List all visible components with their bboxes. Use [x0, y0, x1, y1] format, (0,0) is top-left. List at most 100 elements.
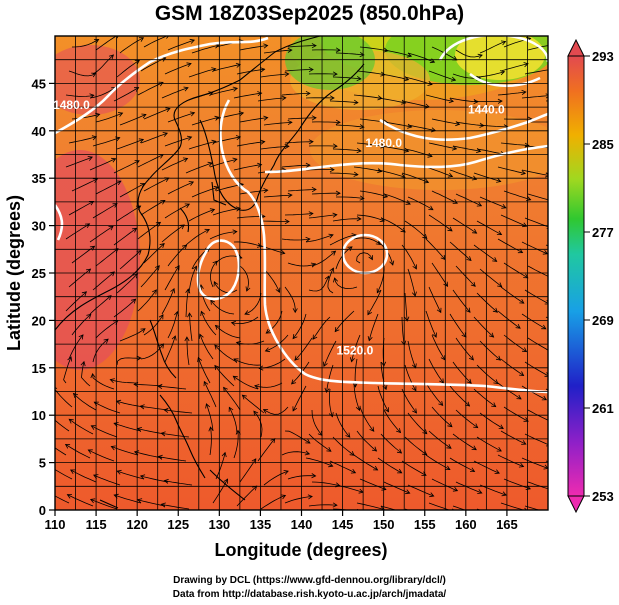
streamline-arrowhead — [335, 119, 341, 125]
streamline-arrowhead — [323, 361, 328, 367]
streamline-arrowhead — [495, 355, 502, 361]
streamline — [281, 164, 310, 168]
streamline-arrowhead — [260, 67, 266, 73]
temperature-field — [55, 36, 548, 510]
streamline-arrowhead — [332, 502, 338, 508]
streamline — [92, 203, 118, 219]
streamline — [311, 250, 336, 267]
streamline — [68, 268, 91, 288]
streamline-arrowhead — [308, 67, 314, 73]
streamline-arrowhead — [429, 492, 435, 498]
height-contours — [55, 36, 548, 394]
streamline — [92, 338, 109, 363]
streamline-arrowhead — [280, 494, 287, 500]
streamline — [209, 158, 237, 168]
streamline-arrowhead — [95, 112, 101, 118]
x-tick-label: 135 — [250, 517, 272, 532]
streamline-arrowhead — [263, 115, 269, 121]
streamline-arrowhead — [492, 257, 498, 262]
streamline — [377, 97, 406, 104]
streamline-arrowhead — [523, 417, 529, 422]
streamline — [119, 37, 144, 54]
streamline-arrowhead — [521, 89, 527, 96]
streamline — [308, 504, 337, 507]
streamline — [407, 196, 434, 211]
streamline — [452, 145, 481, 152]
streamline-arrowhead — [489, 332, 495, 338]
streamline — [527, 45, 548, 51]
streamline-arrowhead — [185, 288, 191, 294]
streamline — [65, 444, 91, 459]
streamline — [335, 412, 351, 438]
streamline-arrowhead — [312, 334, 318, 340]
streamline — [500, 502, 525, 510]
streamline — [521, 95, 548, 99]
credit-drawing: Drawing by DCL (https://www.gfd-dennou.o… — [173, 575, 446, 586]
streamline-arrowhead — [422, 429, 428, 435]
streamline — [281, 451, 310, 456]
streamline-arrowhead — [305, 438, 311, 444]
contour-label: 1480.0 — [365, 136, 402, 150]
streamline — [380, 217, 406, 233]
streamline-arrowhead — [404, 316, 410, 322]
streamline — [521, 385, 547, 401]
streamline — [143, 108, 171, 120]
streamline — [113, 422, 142, 432]
streamline-arrowhead — [329, 95, 335, 101]
streamline-arrowhead — [254, 384, 260, 390]
streamline — [89, 225, 114, 243]
streamline — [524, 217, 548, 228]
streamline — [329, 172, 358, 176]
streamline-arrowhead — [230, 320, 237, 326]
streamline — [428, 214, 453, 232]
streamline — [119, 328, 146, 342]
streamline — [140, 343, 164, 360]
streamline-arrowhead — [90, 425, 96, 430]
streamline — [497, 238, 523, 253]
streamline — [116, 139, 144, 150]
streamline — [95, 248, 119, 267]
lat-lon-grid — [55, 36, 548, 510]
streamline-arrowhead — [160, 502, 166, 508]
streamline — [263, 268, 280, 293]
streamline-arrowhead — [515, 323, 521, 329]
streamline-arrowhead — [423, 178, 430, 184]
streamline-arrowhead — [311, 115, 317, 121]
streamline — [500, 214, 527, 227]
streamline — [199, 334, 214, 360]
streamline — [185, 229, 210, 246]
streamline-arrowhead — [328, 233, 334, 239]
streamline-arrowhead — [292, 334, 298, 340]
streamline-arrowhead — [275, 287, 281, 293]
streamline-arrowhead — [471, 445, 477, 451]
streamline — [161, 288, 175, 315]
streamline-arrowhead — [432, 332, 437, 338]
streamline — [214, 365, 235, 387]
streamline — [431, 478, 458, 492]
streamline-arrowhead — [189, 111, 196, 117]
streamline — [281, 238, 310, 241]
streamline-arrowhead — [541, 324, 547, 330]
x-tick-label: 110 — [45, 517, 66, 532]
streamline — [68, 201, 94, 216]
streamline-arrowhead — [335, 190, 341, 196]
colorbar-scale — [567, 55, 585, 497]
streamline-arrowhead — [445, 465, 451, 470]
streamline-arrowhead — [396, 448, 403, 454]
streamline — [260, 220, 290, 223]
streamline-arrowhead — [353, 99, 359, 105]
streamline — [476, 364, 499, 384]
streamline-arrowhead — [109, 378, 115, 384]
x-tick-label: 145 — [332, 517, 354, 532]
streamline-arrowhead — [422, 233, 428, 239]
streamline — [291, 361, 310, 385]
streamline — [89, 295, 112, 315]
streamline-arrowhead — [233, 358, 239, 364]
streamline-arrowhead — [367, 310, 373, 316]
streamline — [203, 381, 217, 408]
streamline — [401, 172, 429, 183]
streamline-arrowhead — [520, 170, 527, 176]
streamline-arrowhead — [476, 201, 483, 207]
streamline — [431, 118, 460, 125]
